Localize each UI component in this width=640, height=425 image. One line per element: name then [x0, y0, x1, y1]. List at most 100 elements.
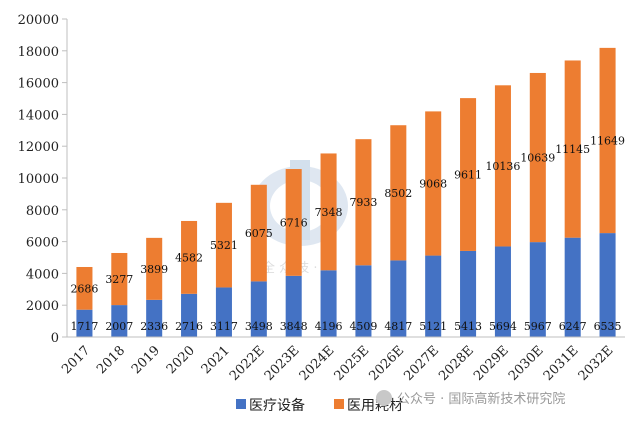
bar-equipment-2017: [76, 309, 93, 337]
label-equipment-2030E: 5967: [524, 320, 552, 333]
label-consumables-2028E: 9611: [454, 169, 482, 182]
label-equipment-2028E: 5413: [454, 320, 482, 333]
label-equipment-2027E: 5121: [419, 320, 447, 333]
label-equipment-2017: 1717: [70, 320, 98, 333]
bar-consumables-2027E: [425, 111, 442, 256]
label-equipment-2032E: 6535: [594, 320, 622, 333]
y-tick-label: 16000: [18, 77, 59, 92]
y-tick-label: 10000: [18, 172, 59, 187]
label-consumables-2023E: 6716: [280, 216, 308, 229]
bar-equipment-2027E: [425, 255, 442, 337]
bar-equipment-2023E: [285, 275, 302, 337]
bar-consumables-2025E: [355, 139, 372, 266]
y-tick-label: 20000: [18, 13, 59, 28]
y-axis: 0 2000 4000 6000 8000 10000 12000 14000 16000 180…: [18, 13, 68, 346]
label-consumables-2025E: 7933: [349, 196, 377, 209]
bar-equipment-2029E: [494, 246, 511, 337]
label-consumables-2020: 4582: [175, 251, 203, 264]
label-consumables-2027E: 9068: [419, 177, 447, 190]
bar-equipment-2018: [111, 305, 128, 337]
x-axis: 2017 2018 2019 2020 20212022E2023E2024E2025E…: [59, 336, 625, 384]
bar-consumables-2022E: [250, 184, 267, 282]
x-tick-label: 2017: [59, 343, 93, 377]
label-equipment-2024E: 4196: [315, 320, 343, 333]
label-equipment-2031E: 6247: [559, 320, 587, 333]
label-equipment-2026E: 4817: [384, 320, 412, 333]
bar-consumables-2031E: [564, 60, 581, 238]
legend-label: 医疗设备: [249, 397, 305, 414]
x-tick-label: 2023E: [262, 343, 303, 384]
watermark-text: 公众号 · 国际高新技术研究院: [376, 390, 565, 407]
bar-equipment-2032E: [599, 233, 616, 337]
bar-equipment-2020: [181, 293, 198, 337]
y-tick-label: 12000: [18, 140, 59, 155]
y-tick-label: 6000: [26, 236, 59, 251]
bar-equipment-2019: [146, 299, 163, 337]
bar-equipment-2031E: [564, 237, 581, 337]
legend-swatch: [236, 399, 246, 409]
x-tick-label: 2026E: [366, 343, 407, 384]
label-equipment-2018: 2007: [105, 320, 133, 333]
label-consumables-2030E: 10639: [520, 152, 555, 165]
bar-equipment-2026E: [390, 260, 407, 337]
x-tick-label: 2020: [164, 343, 198, 377]
label-consumables-2026E: 8502: [384, 187, 412, 200]
watermark-caption: 公众号 · 国际高新技术研究院: [397, 391, 565, 407]
x-tick-label: 2024E: [297, 343, 338, 384]
bar-equipment-2025E: [355, 265, 372, 337]
label-consumables-2032E: 11649: [590, 134, 625, 147]
bar-consumables-2017: [76, 266, 93, 310]
x-tick-label: 2025E: [332, 343, 373, 384]
bar-consumables-2024E: [320, 153, 337, 271]
bar-consumables-2019: [146, 237, 163, 300]
bar-consumables-2023E: [285, 169, 302, 276]
label-consumables-2019: 3899: [140, 263, 168, 276]
bar-consumables-2020: [181, 220, 198, 294]
x-tick-label: 2028E: [436, 343, 477, 384]
label-consumables-2031E: 11145: [555, 143, 590, 156]
bars: [76, 47, 616, 337]
bar-equipment-2024E: [320, 270, 337, 337]
label-equipment-2029E: 5694: [489, 320, 517, 333]
label-consumables-2029E: 10136: [485, 160, 520, 173]
x-tick-label: 2018: [94, 343, 128, 377]
bar-consumables-2026E: [390, 125, 407, 261]
bar-labels: 1717 2686 2007 3277 2336 3899 2716 4582 3117 5321…: [70, 134, 625, 333]
x-tick-label: 2031E: [541, 343, 582, 384]
x-tick-label: 2029E: [471, 343, 512, 384]
y-tick-label: 8000: [26, 204, 59, 219]
bar-consumables-2029E: [494, 85, 511, 247]
y-tick-label: 0: [51, 331, 59, 346]
x-tick-label: 2032E: [576, 343, 617, 384]
label-equipment-2021: 3117: [210, 320, 238, 333]
legend-label: 医用耗材: [347, 398, 403, 414]
label-equipment-2023E: 3848: [280, 320, 308, 333]
bar-equipment-2028E: [460, 250, 477, 337]
bar-consumables-2018: [111, 252, 128, 306]
y-tick-label: 2000: [26, 299, 59, 314]
label-equipment-2019: 2336: [140, 320, 168, 333]
wechat-icon: [376, 390, 392, 406]
bar-equipment-2030E: [529, 242, 546, 337]
bar-consumables-2030E: [529, 72, 546, 243]
label-consumables-2017: 2686: [70, 282, 98, 295]
legend-swatch: [334, 399, 344, 409]
label-consumables-2018: 3277: [105, 273, 133, 286]
bar-consumables-2021: [215, 202, 232, 288]
x-tick-label: 2030E: [506, 343, 547, 384]
y-tick-label: 18000: [18, 45, 59, 60]
label-consumables-2021: 5321: [210, 239, 238, 252]
label-consumables-2022E: 6075: [245, 227, 273, 240]
label-equipment-2025E: 4509: [349, 320, 377, 333]
label-consumables-2024E: 7348: [315, 206, 343, 219]
label-equipment-2022E: 3498: [245, 320, 273, 333]
bar-equipment-2022E: [250, 281, 267, 337]
bar-consumables-2032E: [599, 47, 616, 234]
x-tick-label: 2027E: [401, 343, 442, 384]
bar-consumables-2028E: [460, 98, 477, 251]
bar-equipment-2021: [215, 287, 232, 337]
y-tick-label: 14000: [18, 108, 59, 123]
label-equipment-2020: 2716: [175, 320, 203, 333]
x-tick-label: 2022E: [227, 343, 268, 384]
x-tick-label: 2019: [129, 343, 163, 377]
